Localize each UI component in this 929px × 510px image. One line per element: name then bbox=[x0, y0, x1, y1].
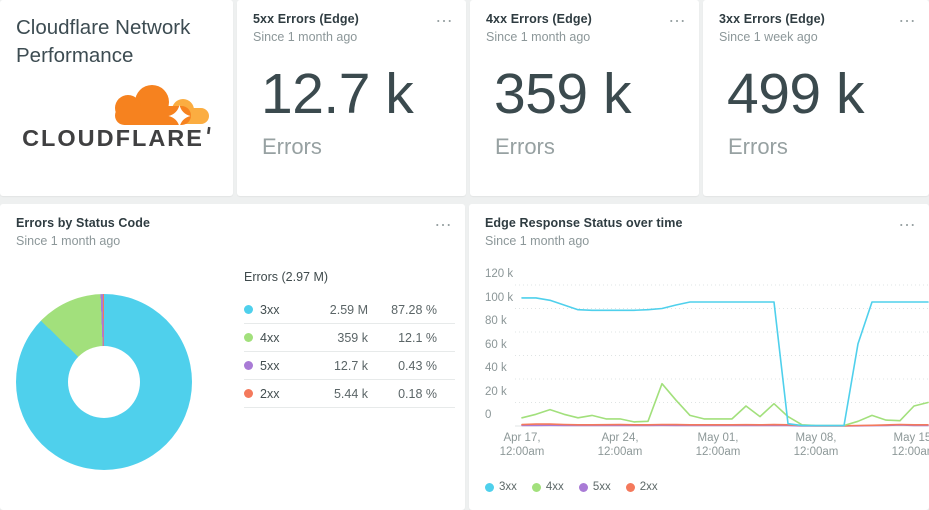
card-menu-icon[interactable]: … bbox=[898, 6, 917, 26]
page-title: Cloudflare Network Performance bbox=[16, 16, 191, 67]
donut-hole bbox=[68, 346, 140, 418]
errors-by-status-code-card: Errors by Status Code Since 1 month ago … bbox=[0, 204, 465, 510]
legend-row-3xx[interactable]: 3xx 2.59 M 87.28 % bbox=[244, 296, 455, 324]
line-series-3xx bbox=[521, 297, 929, 427]
legend-item-2xx[interactable]: 2xx bbox=[625, 481, 658, 493]
card-title: 3xx Errors (Edge) bbox=[719, 12, 825, 26]
card-title: 5xx Errors (Edge) bbox=[253, 12, 359, 26]
card-title: 4xx Errors (Edge) bbox=[486, 12, 592, 26]
line-series-2xx bbox=[521, 423, 929, 427]
cloudflare-wordmark: CLOUDFLARE bbox=[22, 125, 204, 151]
x-tick-label: May 01, 12:00am bbox=[695, 432, 741, 458]
series-dot-3xx bbox=[244, 305, 253, 314]
series-label: 3xx bbox=[499, 481, 517, 493]
series-label: 4xx bbox=[260, 330, 280, 345]
x-tick-label: Apr 17, 12:00am bbox=[499, 432, 545, 458]
card-title: Errors by Status Code bbox=[16, 216, 151, 230]
series-dot-2xx bbox=[625, 482, 635, 492]
legend-row-5xx[interactable]: 5xx 12.7 k 0.43 % bbox=[244, 352, 455, 380]
series-percent: 0.43 % bbox=[398, 358, 437, 373]
y-tick-label: 80 k bbox=[485, 315, 507, 327]
legend-item-4xx[interactable]: 4xx bbox=[531, 481, 564, 493]
cloudflare-cloud-icon bbox=[115, 85, 209, 127]
timeseries-plot[interactable] bbox=[469, 204, 929, 510]
series-dot-4xx bbox=[244, 333, 253, 342]
metric-value: 499 k bbox=[727, 62, 864, 126]
edge-response-status-card: Edge Response Status over time Since 1 m… bbox=[469, 204, 929, 510]
legend-row-4xx[interactable]: 4xx 359 k 12.1 % bbox=[244, 324, 455, 352]
y-tick-label: 20 k bbox=[485, 385, 507, 398]
cloudflare-logo-image: CLOUDFLARE bbox=[22, 85, 211, 151]
series-dot-4xx bbox=[531, 482, 541, 492]
donut-chart[interactable] bbox=[16, 294, 192, 470]
series-value: 359 k bbox=[337, 330, 368, 345]
metric-value: 12.7 k bbox=[261, 62, 414, 126]
y-tick-label: 60 k bbox=[485, 338, 507, 351]
card-title: Edge Response Status over time bbox=[485, 216, 683, 230]
series-value: 5.44 k bbox=[333, 386, 368, 401]
line-series-4xx bbox=[521, 382, 929, 427]
legend-table-header: Errors (2.97 M) bbox=[244, 270, 329, 284]
timeseries-legend: 3xx 4xx 5xx 2xx bbox=[485, 481, 658, 493]
legend-item-3xx[interactable]: 3xx bbox=[485, 481, 517, 493]
series-label: 5xx bbox=[592, 481, 611, 493]
donut-legend-table: Errors (2.97 M) 3xx 2.59 M 87.28 % 4xx 3… bbox=[244, 270, 455, 408]
series-dot-5xx bbox=[244, 361, 253, 370]
metric-value: 359 k bbox=[494, 62, 631, 126]
series-dot-3xx bbox=[485, 482, 494, 492]
card-subtitle: Since 1 month ago bbox=[486, 30, 591, 44]
metric-card-5xx: 5xx Errors (Edge) Since 1 month ago … 12… bbox=[237, 0, 466, 196]
sparkle-icon bbox=[168, 105, 191, 127]
series-value: 2.59 M bbox=[329, 302, 368, 317]
series-percent: 12.1 % bbox=[398, 330, 437, 345]
card-menu-icon[interactable]: … bbox=[435, 6, 454, 26]
card-subtitle: Since 1 month ago bbox=[16, 234, 121, 248]
series-dot-5xx bbox=[578, 482, 588, 492]
dashboard-title-card: Cloudflare Network Performance CLOUDFLAR… bbox=[0, 0, 233, 196]
x-tick-label: May 15,12:00am bbox=[891, 432, 929, 458]
card-menu-icon[interactable]: … bbox=[434, 210, 453, 230]
card-menu-icon[interactable]: … bbox=[668, 6, 687, 26]
card-subtitle: Since 1 month ago bbox=[253, 30, 358, 44]
legend-item-5xx[interactable]: 5xx bbox=[578, 481, 611, 493]
card-menu-icon[interactable]: … bbox=[898, 210, 917, 230]
series-percent: 0.18 % bbox=[398, 386, 437, 401]
series-label: 5xx bbox=[260, 358, 280, 373]
series-percent: 87.28 % bbox=[391, 302, 437, 317]
x-tick-label: Apr 24, 12:00am bbox=[597, 432, 643, 458]
y-tick-label: 40 k bbox=[485, 362, 507, 374]
legend-row-2xx[interactable]: 2xx 5.44 k 0.18 % bbox=[244, 380, 455, 408]
series-label: 3xx bbox=[260, 302, 280, 317]
y-tick-label: 0 bbox=[485, 409, 492, 421]
y-tick-label: 100 k bbox=[485, 291, 514, 304]
series-label: 2xx bbox=[260, 386, 280, 401]
metric-unit: Errors bbox=[495, 134, 555, 159]
card-subtitle: Since 1 week ago bbox=[719, 30, 818, 44]
cloudflare-logo: CLOUDFLARE bbox=[16, 80, 214, 152]
series-label: 2xx bbox=[639, 481, 658, 493]
series-dot-2xx bbox=[244, 389, 253, 398]
metric-unit: Errors bbox=[262, 134, 322, 159]
y-tick-label: 120 k bbox=[485, 268, 514, 280]
metric-unit: Errors bbox=[728, 134, 788, 159]
card-subtitle: Since 1 month ago bbox=[485, 234, 590, 248]
series-label: 4xx bbox=[545, 481, 564, 493]
x-tick-label: May 08, 12:00am bbox=[793, 432, 839, 458]
metric-card-4xx: 4xx Errors (Edge) Since 1 month ago … 35… bbox=[470, 0, 699, 196]
metric-card-3xx: 3xx Errors (Edge) Since 1 week ago … 499… bbox=[703, 0, 929, 196]
series-value: 12.7 k bbox=[333, 358, 368, 373]
